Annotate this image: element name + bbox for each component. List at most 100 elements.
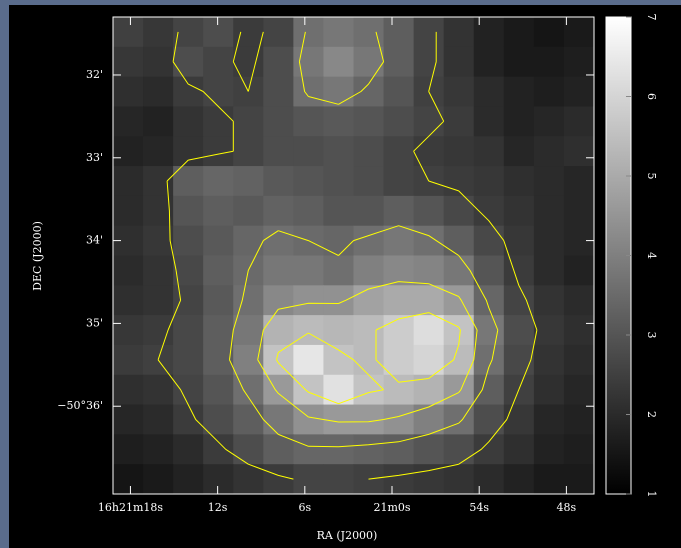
pixel <box>143 464 174 494</box>
pixel <box>564 256 595 286</box>
pixel <box>504 196 535 226</box>
pixel <box>293 17 324 47</box>
pixel <box>233 106 264 136</box>
pixel <box>534 136 565 166</box>
pixel <box>534 77 565 107</box>
colorbar-tick-label: 2 <box>645 411 658 418</box>
pixel <box>534 166 565 196</box>
pixel <box>414 47 445 77</box>
pixel <box>474 166 505 196</box>
pixel <box>203 106 234 136</box>
pixel <box>173 106 204 136</box>
y-tick-label: 35' <box>86 316 103 329</box>
pixel <box>504 166 535 196</box>
pixel <box>534 106 565 136</box>
pixel <box>354 47 385 77</box>
pixel <box>143 375 174 405</box>
y-tick-label: 32' <box>86 68 103 81</box>
pixel <box>564 345 595 375</box>
pixel <box>564 17 595 47</box>
pixel <box>263 17 294 47</box>
pixel <box>504 405 535 435</box>
pixel <box>203 405 234 435</box>
pixel <box>384 77 415 107</box>
pixel <box>444 17 475 47</box>
pixel <box>534 375 565 405</box>
pixel <box>564 434 595 464</box>
pixel <box>474 434 505 464</box>
pixel <box>233 196 264 226</box>
pixel <box>173 136 204 166</box>
pixel <box>113 315 144 345</box>
pixel <box>263 77 294 107</box>
pixel <box>354 256 385 286</box>
pixel <box>504 17 535 47</box>
pixel <box>564 166 595 196</box>
pixel <box>203 226 234 256</box>
pixel <box>323 285 354 315</box>
pixel <box>354 77 385 107</box>
pixel <box>564 375 595 405</box>
pixel <box>564 136 595 166</box>
pixel <box>504 256 535 286</box>
pixel <box>414 136 445 166</box>
pixel <box>564 464 595 494</box>
pixel <box>203 47 234 77</box>
pixel <box>414 17 445 47</box>
pixel <box>143 226 174 256</box>
pixel <box>323 47 354 77</box>
pixel <box>173 375 204 405</box>
pixel <box>113 166 144 196</box>
pixel <box>203 434 234 464</box>
pixel <box>143 285 174 315</box>
x-axis-title: RA (J2000) <box>317 529 378 542</box>
pixel <box>143 17 174 47</box>
pixel <box>263 405 294 435</box>
pixel <box>263 136 294 166</box>
pixel <box>323 434 354 464</box>
pixel <box>504 345 535 375</box>
pixel <box>233 226 264 256</box>
pixel <box>564 47 595 77</box>
colorbar-tick-label: 6 <box>645 93 658 100</box>
y-tick-label: 34' <box>86 234 103 247</box>
pixel <box>414 196 445 226</box>
pixel <box>233 434 264 464</box>
pixel <box>564 285 595 315</box>
pixel <box>173 434 204 464</box>
colorbar-tick-label: 5 <box>645 173 658 180</box>
pixel <box>384 47 415 77</box>
pixel <box>203 77 234 107</box>
pixel <box>233 315 264 345</box>
pixel <box>474 136 505 166</box>
pixel <box>444 285 475 315</box>
pixel <box>414 285 445 315</box>
pixel <box>113 405 144 435</box>
colorbar-tick-label: 4 <box>645 252 658 259</box>
pixel <box>323 196 354 226</box>
pixel <box>444 77 475 107</box>
pixel <box>293 434 324 464</box>
pixel <box>354 17 385 47</box>
pixel <box>323 315 354 345</box>
pixel <box>113 464 144 494</box>
pixel <box>263 226 294 256</box>
pixel <box>354 136 385 166</box>
pixel <box>113 136 144 166</box>
pixel <box>173 464 204 494</box>
pixel <box>384 464 415 494</box>
pixel <box>113 17 144 47</box>
pixel <box>233 166 264 196</box>
pixel <box>474 315 505 345</box>
pixel <box>384 405 415 435</box>
pixel <box>113 345 144 375</box>
pixel <box>474 226 505 256</box>
pixel <box>414 226 445 256</box>
pixel <box>504 226 535 256</box>
pixel <box>444 345 475 375</box>
pixel <box>444 226 475 256</box>
pixel <box>203 375 234 405</box>
pixel <box>504 136 535 166</box>
pixel <box>293 464 324 494</box>
pixel <box>323 405 354 435</box>
